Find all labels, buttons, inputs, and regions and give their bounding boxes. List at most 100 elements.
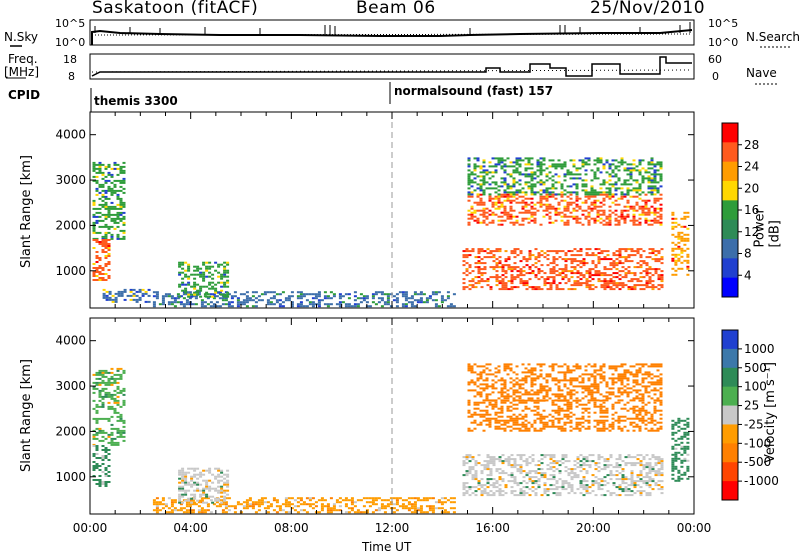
power-echo-cell	[584, 169, 588, 172]
velocity-echo-cell	[647, 421, 651, 424]
velocity-echo-cell	[205, 493, 209, 496]
power-echo-cell	[621, 282, 625, 285]
power-echo-cell	[117, 292, 121, 295]
power-echo-cell	[633, 250, 637, 253]
power-echo-cell	[504, 284, 508, 287]
velocity-echo-cell	[648, 476, 652, 479]
power-echo-cell	[305, 293, 309, 296]
power-echo-cell	[618, 270, 622, 273]
velocity-echo-cell	[208, 467, 212, 470]
power-echo-cell	[611, 171, 615, 174]
velocity-echo-cell	[509, 419, 513, 422]
velocity-echo-cell	[220, 501, 224, 504]
velocity-echo-cell	[557, 413, 561, 416]
velocity-echo-cell	[581, 391, 585, 394]
velocity-echo-cell	[206, 509, 210, 512]
power-echo-cell	[572, 215, 576, 218]
velocity-echo-cell	[413, 505, 417, 508]
power-echo-cell	[491, 203, 495, 206]
power-echo-cell	[545, 203, 549, 206]
power-echo-cell	[474, 256, 478, 259]
velocity-echo-cell	[184, 473, 188, 476]
power-echo-cell	[215, 301, 219, 304]
power-echo-cell	[500, 215, 504, 218]
velocity-echo-cell	[181, 495, 185, 498]
velocity-echo-cell	[248, 499, 252, 502]
velocity-echo-cell	[566, 413, 570, 416]
power-echo-cell	[578, 221, 582, 224]
velocity-echo-cell	[603, 494, 607, 497]
power-echo-cell	[506, 157, 510, 160]
power-echo-cell	[557, 213, 561, 216]
power-echo-cell	[650, 167, 654, 170]
velocity-echo-region	[467, 363, 663, 402]
velocity-echo-cell	[275, 505, 279, 508]
velocity-echo-cell	[558, 472, 562, 475]
velocity-echo-cell	[483, 466, 487, 469]
velocity-echo-cell	[587, 411, 591, 414]
power-echo-cell	[507, 280, 511, 283]
velocity-echo-cell	[579, 480, 583, 483]
velocity-echo-cell	[576, 488, 580, 491]
power-echo-cell	[611, 183, 615, 186]
velocity-echo-cell	[462, 456, 466, 459]
power-echo-cell	[605, 215, 609, 218]
power-echo-cell	[623, 193, 627, 196]
power-echo-cell	[311, 301, 315, 304]
power-echo-cell	[602, 197, 606, 200]
velocity-echo-cell	[656, 375, 660, 378]
velocity-echo-cell	[539, 417, 543, 420]
velocity-echo-cell	[98, 381, 102, 384]
velocity-echo-cell	[477, 462, 481, 465]
power-echo-cell	[296, 305, 300, 308]
velocity-echo-cell	[184, 499, 188, 502]
power-echo-cell	[584, 185, 588, 188]
velocity-echo-cell	[104, 387, 108, 390]
power-echo-cell	[656, 207, 660, 210]
power-echo-cell	[653, 217, 657, 220]
velocity-echo-cell	[575, 423, 579, 426]
power-echo-cell	[104, 243, 108, 245]
velocity-echo-cell	[632, 365, 636, 368]
velocity-echo-cell	[173, 501, 177, 504]
velocity-echo-cell	[533, 391, 537, 394]
velocity-echo-cell	[611, 427, 615, 430]
velocity-echo-cell	[119, 429, 123, 432]
velocity-echo-cell	[614, 367, 618, 370]
velocity-echo-cell	[612, 492, 616, 495]
power-echo-cell	[585, 262, 589, 265]
power-echo-cell	[603, 268, 607, 271]
power-echo-cell	[184, 287, 188, 290]
velocity-echo-cell	[599, 369, 603, 372]
velocity-echo-cell	[566, 401, 570, 404]
velocity-echo-cell	[209, 499, 213, 502]
power-echo-cell	[551, 163, 555, 166]
velocity-echo-cell	[648, 486, 652, 489]
velocity-echo-cell	[104, 369, 108, 372]
velocity-echo-cell	[110, 437, 114, 440]
velocity-echo-cell	[248, 505, 252, 508]
power-echo-cell	[410, 297, 414, 300]
power-echo-cell	[193, 287, 197, 290]
power-echo-cell	[572, 159, 576, 162]
power-echo-cell	[560, 163, 564, 166]
power-echo-cell	[218, 305, 222, 308]
power-echo-cell	[608, 221, 612, 224]
power-echo-cell	[593, 199, 597, 202]
velocity-echo-cell	[626, 417, 630, 420]
velocity-echo-cell	[428, 507, 432, 510]
velocity-echo-cell	[653, 365, 657, 368]
velocity-echo-cell	[290, 503, 294, 506]
velocity-echo-cell	[205, 481, 209, 484]
power-echo-cell	[208, 265, 212, 268]
power-echo-cell	[639, 284, 643, 287]
power-echo-cell	[621, 262, 625, 265]
velocity-echo-cell	[196, 483, 200, 486]
velocity-echo-cell	[596, 419, 600, 422]
velocity-echo-cell	[638, 425, 642, 428]
power-echo-cell	[473, 209, 477, 212]
power-echo-cell	[621, 266, 625, 269]
velocity-echo-cell	[558, 492, 562, 495]
power-echo-cell	[539, 193, 543, 196]
power-echo-cell	[650, 211, 654, 214]
